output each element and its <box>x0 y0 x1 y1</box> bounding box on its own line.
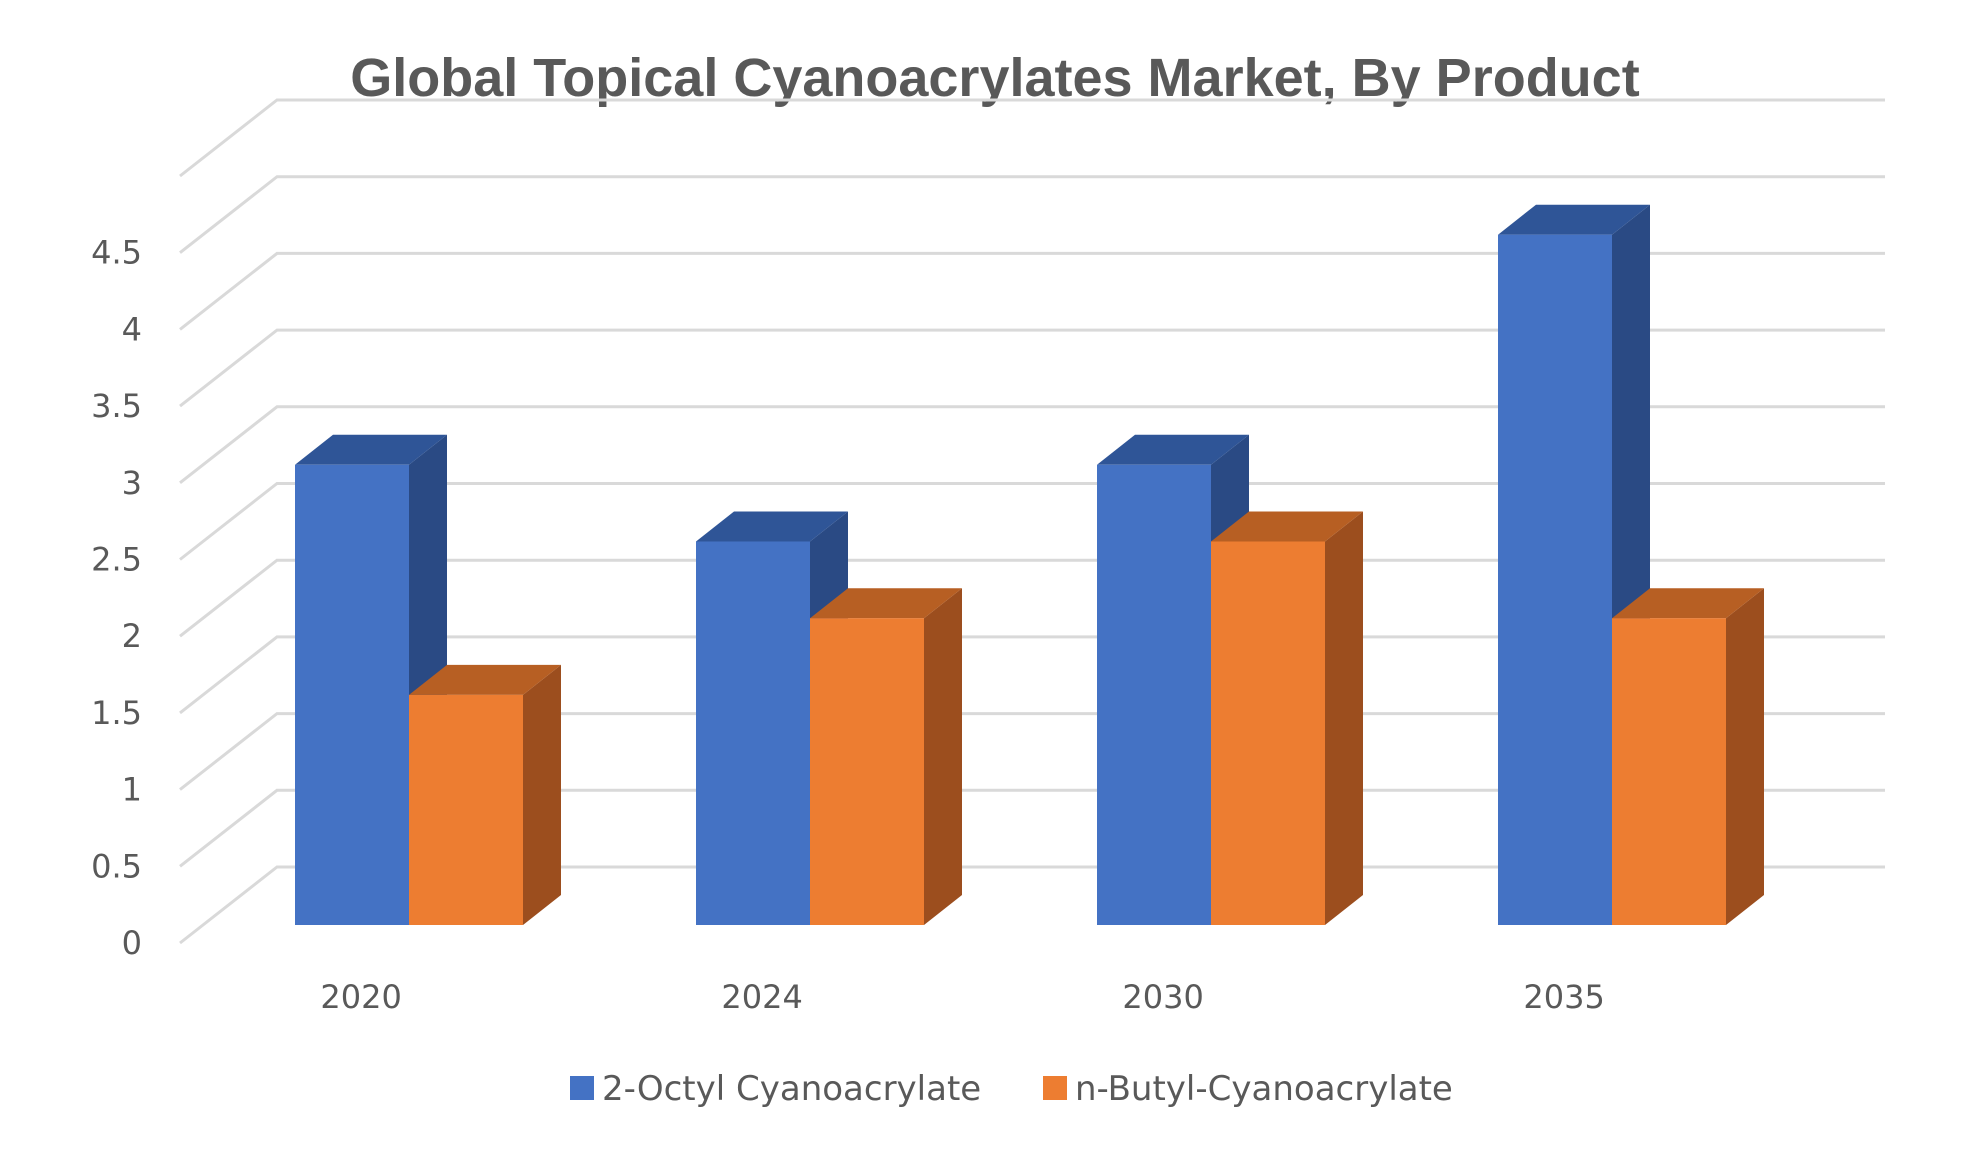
bar-top <box>1612 588 1764 619</box>
bar-top <box>696 511 848 542</box>
x-tick-label: 2024 <box>721 978 802 1016</box>
y-tick-label: 1 <box>122 771 142 809</box>
chart-title: Global Topical Cyanoacrylates Market, By… <box>350 48 1639 108</box>
bar <box>1211 511 1363 925</box>
legend-swatch <box>1043 1076 1067 1100</box>
y-tick-label: 4.5 <box>91 234 142 272</box>
bar <box>810 588 962 925</box>
y-tick-label: 3 <box>122 464 142 502</box>
legend-label: n-Butyl-Cyanoacrylate <box>1075 1069 1453 1109</box>
bar <box>1498 204 1650 925</box>
y-tick-label: 2.5 <box>91 541 142 579</box>
bars <box>295 204 1764 925</box>
bar-top <box>295 434 447 465</box>
y-tick-label: 3.5 <box>91 387 142 425</box>
gridline <box>179 251 1885 331</box>
bar-top <box>810 588 962 619</box>
x-tick-label: 2035 <box>1523 978 1604 1016</box>
legend-item: 2-Octyl Cyanoacrylate <box>570 1069 981 1109</box>
x-tick-label: 2030 <box>1122 978 1203 1016</box>
x-tick-label: 2020 <box>320 978 401 1016</box>
legend-item: n-Butyl-Cyanoacrylate <box>1043 1069 1453 1109</box>
bar-top <box>1097 434 1249 465</box>
legend-label: 2-Octyl Cyanoacrylate <box>602 1069 981 1109</box>
bar-front <box>1612 618 1726 925</box>
bar-front <box>295 464 409 925</box>
bar-side <box>924 588 962 925</box>
bar-front <box>1097 464 1211 925</box>
y-tick-label: 4 <box>122 310 142 348</box>
gridline <box>179 98 1885 178</box>
gridline <box>179 482 1885 561</box>
gridline <box>179 328 1885 408</box>
bar-front <box>1498 234 1612 925</box>
gridline <box>179 175 1885 254</box>
bar-front <box>810 618 924 925</box>
y-axis-ticks: 0 0.5 1 1.5 2 2.5 3 3.5 4 4.5 <box>91 234 142 962</box>
y-tick-label: 2 <box>122 617 142 655</box>
x-axis-ticks: 2020 2024 2030 2035 <box>320 978 1604 1016</box>
bar-top <box>1211 511 1363 542</box>
bar <box>1612 588 1764 925</box>
bar-side <box>1325 511 1363 925</box>
bar-side <box>1726 588 1764 925</box>
y-tick-label: 0.5 <box>91 847 142 885</box>
bar-front <box>1211 541 1325 925</box>
bar-side <box>523 664 561 925</box>
legend: 2-Octyl Cyanoacrylate n-Butyl-Cyanoacryla… <box>570 1069 1453 1109</box>
bar <box>409 664 561 925</box>
gridline <box>179 405 1885 484</box>
bar-top <box>1498 204 1650 235</box>
bar <box>295 434 447 925</box>
bar-front <box>696 541 810 925</box>
bar-top <box>409 664 561 695</box>
y-tick-label: 1.5 <box>91 694 142 732</box>
y-tick-label: 0 <box>122 924 142 962</box>
bar-front <box>409 694 523 925</box>
legend-swatch <box>570 1076 594 1100</box>
